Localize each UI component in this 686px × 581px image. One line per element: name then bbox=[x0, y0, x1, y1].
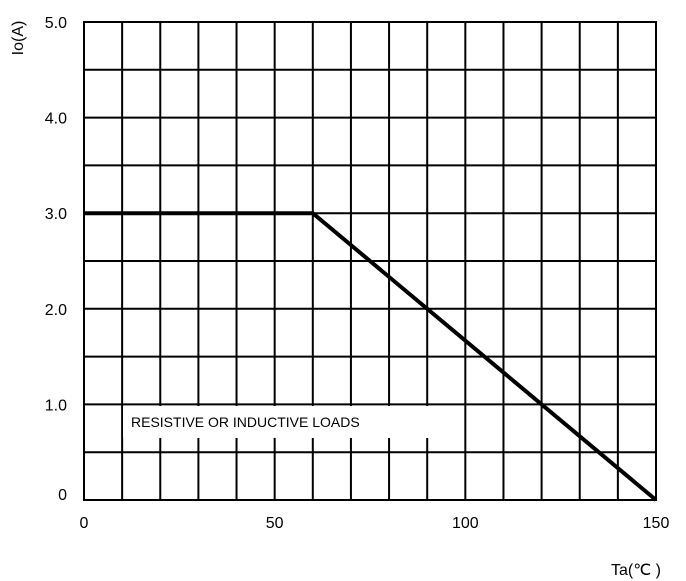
y-tick-label: 1.0 bbox=[45, 397, 67, 414]
y-tick-label: 5.0 bbox=[45, 15, 67, 32]
annotation-label: RESISTIVE OR INDUCTIVE LOADS bbox=[131, 414, 360, 430]
x-tick-labels: 0 50 100 150 bbox=[80, 515, 670, 532]
annotation-background bbox=[123, 406, 443, 438]
y-tick-label: 0 bbox=[58, 487, 67, 504]
plot-frame bbox=[83, 21, 657, 501]
y-tick-label: 3.0 bbox=[45, 206, 67, 223]
x-tick-label: 100 bbox=[452, 515, 479, 532]
y-tick-label: 2.0 bbox=[45, 302, 67, 319]
x-tick-label: 50 bbox=[266, 515, 284, 532]
y-axis-title: Io(A) bbox=[10, 21, 27, 56]
y-tick-label: 4.0 bbox=[45, 111, 67, 128]
series-layer bbox=[84, 211, 658, 502]
x-tick-label: 150 bbox=[643, 515, 670, 532]
series-line bbox=[84, 211, 658, 502]
x-tick-label: 0 bbox=[80, 515, 89, 532]
x-axis-title: Ta(℃ ) bbox=[611, 562, 661, 579]
y-tick-labels: 0 1.0 2.0 3.0 4.0 5.0 bbox=[45, 15, 67, 504]
